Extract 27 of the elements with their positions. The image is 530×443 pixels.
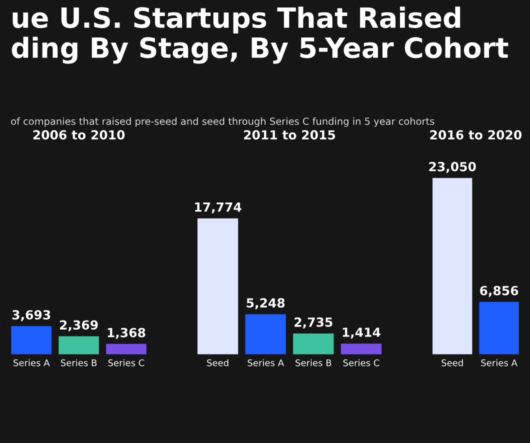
x-tick-label: Seed — [207, 359, 228, 366]
data-label: 17,774 — [195, 202, 242, 214]
text: of companies that raised pre-seed and seed through Series C funding in 5 year cohorts — [11, 117, 434, 127]
x-tick-label: Seed — [442, 359, 463, 366]
bar — [245, 314, 286, 354]
data-label: 6,856 — [480, 286, 518, 297]
data-label: 5,248 — [246, 298, 285, 310]
data-label: 1,368 — [108, 328, 146, 339]
x-tick-label: Series C — [343, 359, 380, 366]
data-label: 1,414 — [342, 328, 380, 339]
chart-title: 2016 to 2020 — [430, 130, 522, 140]
bar — [197, 218, 238, 354]
bar — [293, 333, 334, 354]
data-label: 2,369 — [60, 320, 98, 332]
x-tick-label: Series C — [108, 359, 144, 366]
bar — [340, 344, 382, 354]
text: ue U.S. Startups That Raised ding By Stage, By 5-Year Cohort — [12, 6, 508, 64]
data-label: 23,050 — [429, 162, 476, 173]
x-tick-label: Series B — [296, 359, 332, 366]
data-label: 3,693 — [12, 310, 50, 322]
x-tick-label: Series B — [60, 359, 97, 366]
x-tick-label: Series A — [481, 359, 518, 366]
x-tick-label: Series A — [14, 359, 50, 366]
data-label: 2,735 — [294, 317, 332, 328]
chart-title: 2006 to 2010 — [33, 130, 125, 140]
chart-title: 2011 to 2015 — [244, 130, 336, 140]
x-tick-label: Series A — [248, 359, 284, 366]
